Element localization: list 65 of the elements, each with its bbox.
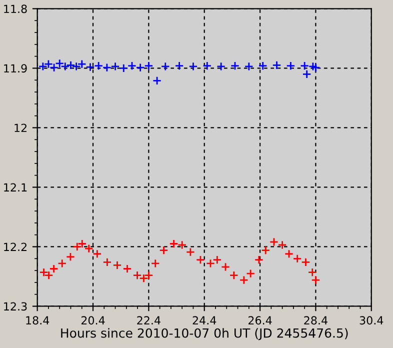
point <box>258 61 268 70</box>
x-tick-label: 20.4 <box>81 316 105 325</box>
point <box>239 276 248 285</box>
point <box>311 276 320 285</box>
point <box>152 76 162 86</box>
point <box>58 258 67 268</box>
point <box>102 63 112 72</box>
point <box>216 62 226 71</box>
point <box>230 61 240 70</box>
point <box>86 62 95 72</box>
point <box>102 258 112 267</box>
point <box>284 249 294 258</box>
point <box>292 254 302 264</box>
point <box>132 270 142 280</box>
x-tick-label: 30.4 <box>360 316 384 325</box>
point <box>39 268 48 277</box>
y-tick-label: 12.1 <box>4 183 27 192</box>
point <box>246 269 256 278</box>
point <box>269 237 278 246</box>
point <box>308 62 318 71</box>
point <box>221 262 230 272</box>
point <box>178 240 187 250</box>
x-tick-label: 28.4 <box>304 316 328 325</box>
point <box>286 61 296 70</box>
point <box>202 61 212 70</box>
point <box>254 255 264 264</box>
point <box>66 252 75 262</box>
x-tick-label: 18.4 <box>26 316 50 325</box>
point <box>300 61 310 70</box>
point <box>127 61 136 70</box>
point <box>308 268 317 277</box>
point <box>188 62 198 71</box>
x-axis-title: Hours since 2010-10-07 0h UT (JD 2455476.5) <box>61 328 348 340</box>
y-tick-label: 12.3 <box>4 302 27 311</box>
point <box>112 260 122 270</box>
point <box>229 270 238 280</box>
point <box>122 264 132 274</box>
point <box>159 246 168 255</box>
point <box>196 255 205 264</box>
y-tick-label: 12.2 <box>4 242 26 251</box>
point <box>302 70 312 79</box>
point <box>160 62 170 71</box>
point <box>136 63 145 72</box>
point <box>174 61 184 70</box>
point <box>94 61 104 70</box>
x-tick-label: 24.4 <box>192 316 216 324</box>
point <box>92 249 102 258</box>
point <box>311 63 320 72</box>
point <box>169 239 178 248</box>
x-tick-label: 22.4 <box>137 316 160 324</box>
point <box>84 244 94 254</box>
point <box>301 258 310 267</box>
point <box>261 246 270 255</box>
point <box>144 61 154 70</box>
point <box>119 64 128 73</box>
point <box>278 240 287 250</box>
point <box>272 60 282 70</box>
x-tick-label: 26.4 <box>248 316 272 325</box>
point <box>110 62 120 71</box>
y-tick-label: 11.8 <box>4 4 27 14</box>
y-tick-label: 12 <box>14 124 26 132</box>
y-tick-label: 11.9 <box>4 64 27 73</box>
point <box>244 62 254 71</box>
point <box>186 248 195 257</box>
point <box>150 258 160 268</box>
